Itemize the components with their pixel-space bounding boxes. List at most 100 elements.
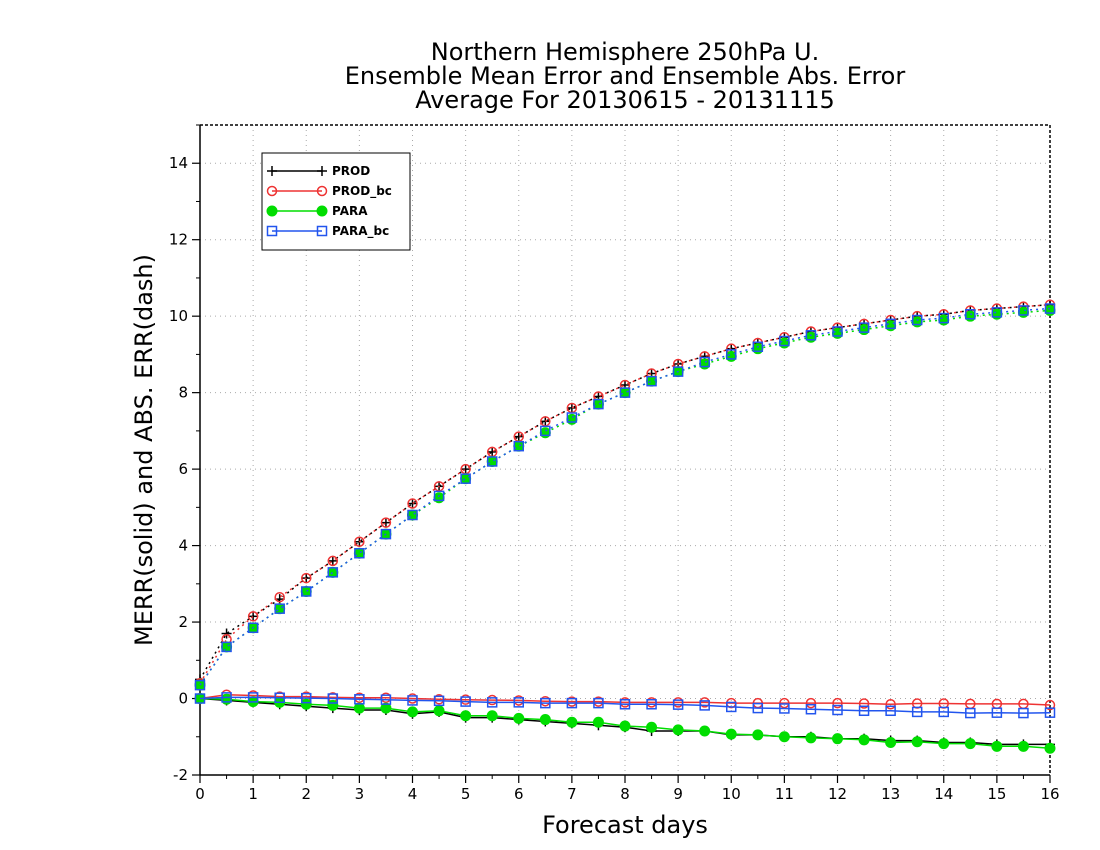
data-point-para-bc-abserr <box>805 330 817 341</box>
data-point-para-bc-merr <box>699 700 710 711</box>
data-point-para-bc-abserr <box>752 341 764 353</box>
data-point-para-merr <box>539 714 551 726</box>
data-point-para-merr <box>460 710 472 722</box>
data-point-para-merr <box>911 736 923 748</box>
data-point-para-bc-merr <box>274 692 285 704</box>
data-point-para-abserr <box>991 308 1003 320</box>
data-point-para-merr <box>380 702 392 714</box>
data-point-prod-bc-merr <box>858 698 870 709</box>
y-tick-label: -2 <box>173 766 188 784</box>
data-point-prod-abserr <box>248 611 259 622</box>
data-point-para-merr <box>858 734 870 746</box>
data-point-para-bc-abserr <box>566 412 578 423</box>
data-point-para-bc-abserr <box>354 547 365 559</box>
data-point-para-bc-abserr <box>911 314 923 326</box>
series-line-prod-bc-abserr <box>199 303 1051 684</box>
chart-title: Northern Hemisphere 250hPa U. Ensemble M… <box>345 38 906 114</box>
data-point-para-abserr <box>274 603 286 615</box>
data-point-para-bc-abserr <box>407 509 418 521</box>
data-point-para-bc-abserr <box>1018 305 1029 316</box>
data-point-prod-bc-merr <box>1044 699 1056 711</box>
series-line-prod-bc-merr <box>199 693 1051 706</box>
data-point-para-merr <box>566 716 578 728</box>
data-point-prod-abserr <box>487 446 498 457</box>
data-point-para-abserr <box>858 324 870 336</box>
data-point-para-abserr <box>486 455 498 467</box>
data-point-para-abserr <box>300 585 312 597</box>
data-point-prod-bc-merr <box>779 697 790 709</box>
legend-marker <box>316 185 328 197</box>
data-point-para-bc-merr <box>593 697 604 709</box>
data-point-prod-abserr <box>380 517 391 528</box>
data-point-prod-bc-abserr <box>354 536 365 548</box>
data-point-para-bc-abserr <box>672 366 684 377</box>
x-tick-label: 2 <box>301 785 311 803</box>
data-point-para-merr <box>805 732 817 744</box>
data-point-para-merr <box>619 720 631 732</box>
data-point-para-bc-abserr <box>221 641 232 653</box>
x-tick-label: 1 <box>248 785 258 803</box>
x-tick-label: 10 <box>722 785 741 803</box>
data-point-para-abserr <box>805 331 817 343</box>
data-point-para-bc-merr <box>965 707 976 719</box>
data-point-prod-abserr <box>566 402 577 413</box>
title-line-2: Ensemble Mean Error and Ensemble Abs. Er… <box>345 62 906 90</box>
y-tick-label: 6 <box>178 460 188 478</box>
data-point-para-bc-abserr <box>885 318 896 330</box>
series-prod-abserr <box>195 299 1055 685</box>
legend: PROD PROD_bc PARA PARA_bc <box>261 152 411 251</box>
data-point-para-merr <box>885 737 897 748</box>
data-point-prod-abserr <box>460 464 471 475</box>
data-point-para-merr <box>1017 740 1029 752</box>
data-point-para-abserr <box>832 327 843 339</box>
series-para-bc-merr <box>194 692 1056 719</box>
data-point-prod-bc-abserr <box>380 517 392 528</box>
y-tick-label: 2 <box>178 613 188 631</box>
series-line-para-abserr <box>199 309 1051 686</box>
series-para-abserr <box>194 304 1056 691</box>
data-point-para-abserr <box>353 547 365 559</box>
data-point-para-bc-abserr <box>965 309 976 320</box>
data-point-para-abserr <box>194 679 206 691</box>
data-point-para-merr <box>646 721 658 733</box>
data-point-para-bc-abserr <box>301 586 312 597</box>
data-point-para-bc-merr <box>460 696 471 707</box>
y-axis-label: MERR(solid) and ABS. ERR(dash) <box>130 254 158 646</box>
data-point-prod-bc-abserr <box>274 591 285 603</box>
series-prod-bc-abserr <box>194 299 1056 689</box>
x-tick-label: 14 <box>934 785 953 803</box>
data-point-para-abserr <box>407 509 418 521</box>
legend-marker <box>267 166 277 176</box>
x-tick-label: 8 <box>620 785 630 803</box>
data-point-para-bc-abserr <box>460 473 471 484</box>
data-point-prod-bc-abserr <box>301 572 312 584</box>
data-point-para-merr <box>486 710 498 722</box>
legend-box <box>261 152 411 251</box>
data-point-para-bc-merr <box>726 701 737 713</box>
data-point-para-bc-abserr <box>274 603 285 614</box>
data-point-para-bc-merr <box>354 694 365 705</box>
data-point-prod-bc-merr <box>805 697 817 709</box>
data-point-para-bc-merr <box>832 704 843 716</box>
data-point-para-bc-abserr <box>991 307 1003 318</box>
legend-marker <box>317 166 327 176</box>
legend-label: PROD_bc <box>332 184 392 199</box>
data-point-para-bc-abserr <box>194 679 206 691</box>
data-point-para-merr <box>964 738 976 750</box>
data-point-para-bc-abserr <box>619 387 631 398</box>
y-tick-label: 0 <box>178 690 188 708</box>
x-tick-label: 16 <box>1040 785 1059 803</box>
x-tick-label: 7 <box>567 785 577 803</box>
data-point-para-bc-merr <box>513 697 524 708</box>
y-tick-label: 8 <box>178 384 188 402</box>
data-point-para-bc-abserr <box>779 335 790 347</box>
data-point-para-merr <box>991 740 1003 752</box>
data-point-para-abserr <box>646 375 658 387</box>
data-point-para-bc-merr <box>858 705 870 717</box>
data-point-para-abserr <box>964 310 976 322</box>
data-point-para-bc-abserr <box>486 456 498 467</box>
data-point-para-bc-merr <box>885 705 896 717</box>
data-point-para-bc-abserr <box>540 425 551 437</box>
data-point-para-bc-merr <box>805 703 817 715</box>
data-point-para-merr <box>938 738 950 750</box>
